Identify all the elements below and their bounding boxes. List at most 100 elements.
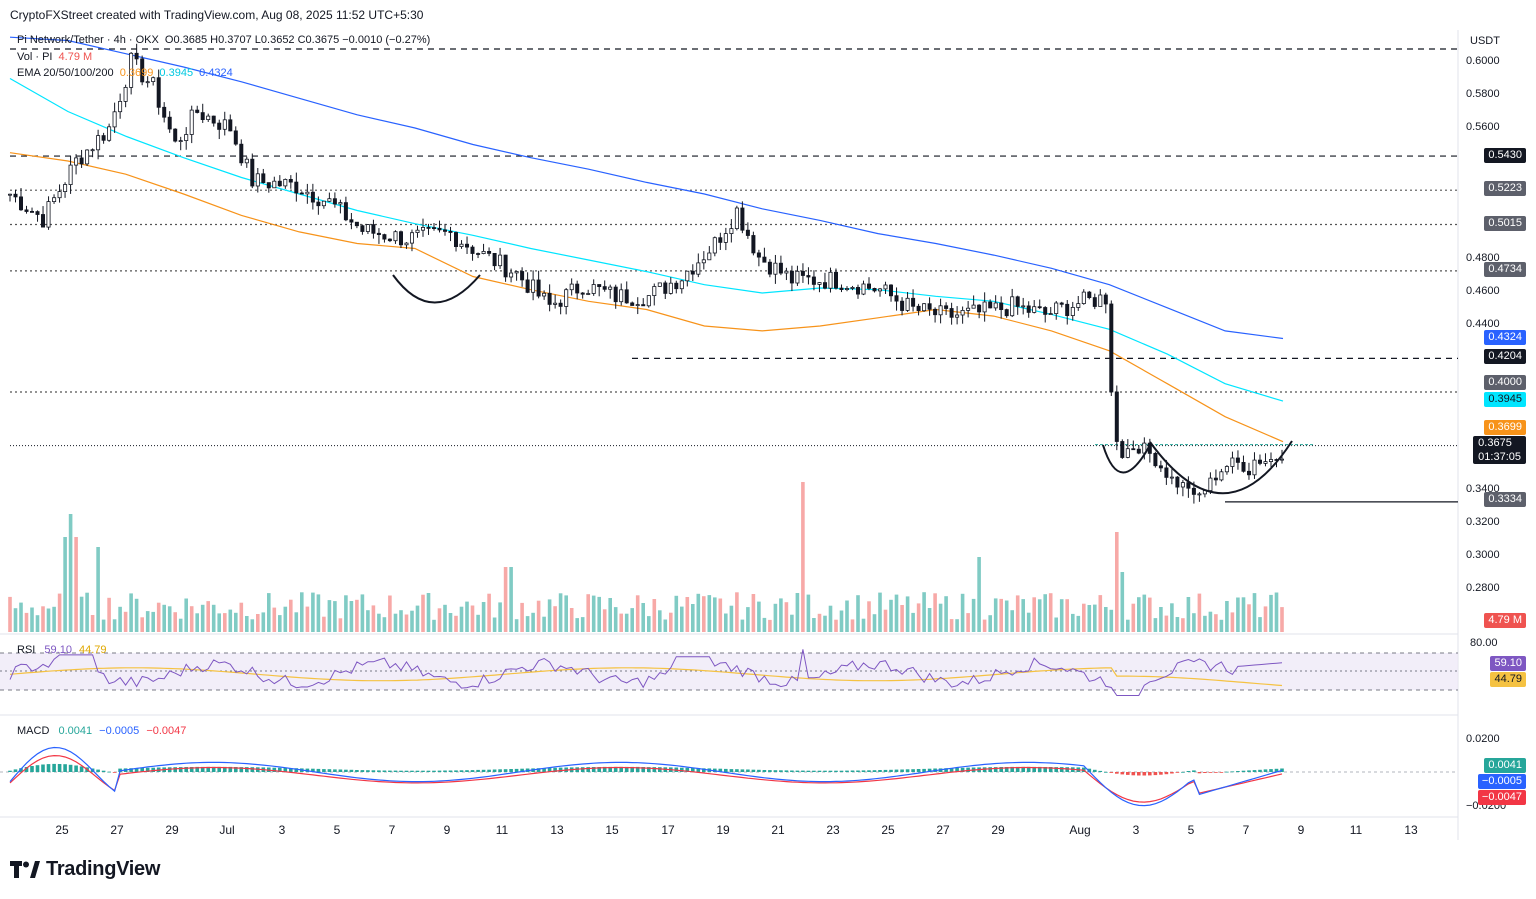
macd-histogram-bar — [35, 765, 40, 772]
macd-histogram-bar — [415, 770, 420, 772]
volume-bar — [1109, 609, 1114, 632]
volume-bar — [74, 537, 78, 632]
candle-body — [1032, 306, 1037, 313]
macd-histogram-bar — [790, 770, 794, 772]
signal-value: −0.0005 — [99, 725, 140, 737]
volume-bar — [316, 594, 321, 632]
macd-histogram-bar — [867, 770, 871, 772]
macd-histogram-bar — [1241, 770, 1246, 772]
volume-bar — [762, 617, 767, 632]
candle-body — [1241, 461, 1246, 472]
volume-bar — [1026, 612, 1031, 632]
volume-bar — [498, 602, 502, 632]
macd-label[interactable]: MACD — [17, 725, 50, 737]
time-tick: 3 — [278, 823, 286, 837]
candle-body — [1070, 306, 1075, 316]
macd-histogram-bar — [278, 767, 282, 772]
currency-label[interactable]: USDT — [1470, 35, 1500, 47]
candle-body — [123, 87, 128, 102]
volume-bar — [1148, 597, 1152, 632]
volume-bar — [162, 604, 166, 632]
symbol-name[interactable]: Pi Network/Tether · 4h · OKX — [17, 34, 159, 46]
candle-body — [751, 235, 756, 254]
candle-body — [35, 211, 40, 215]
level-tag-0.3334: 0.3334 — [1484, 492, 1526, 507]
macd-histogram-bar — [751, 769, 756, 772]
macd-histogram-bar — [371, 770, 376, 772]
macd-histogram-bar — [1048, 767, 1053, 772]
macd-histogram-bar — [944, 768, 948, 772]
candle-body — [580, 292, 585, 295]
macd-histogram-bar — [63, 764, 67, 772]
candle-body — [167, 116, 172, 130]
volume-bar — [1054, 617, 1058, 632]
macd-histogram-bar — [1230, 771, 1235, 773]
macd-histogram-bar — [46, 764, 51, 772]
volume-bar — [801, 482, 805, 632]
macd-histogram-bar — [184, 767, 188, 772]
candle-body — [1004, 309, 1009, 317]
candle-body — [547, 292, 552, 305]
volume-label[interactable]: Vol · PI — [17, 51, 53, 63]
candle-body — [343, 202, 348, 221]
volume-bar — [586, 594, 590, 632]
volume-bar — [927, 608, 932, 632]
tradingview-logo[interactable]: TradingView — [10, 858, 160, 881]
volume-bar — [327, 600, 332, 632]
macd-histogram-bar — [1164, 772, 1169, 775]
rsi-legend: RSI 59.10 44.79 — [17, 644, 107, 656]
macd-histogram-bar — [773, 770, 778, 772]
volume-bar — [850, 619, 855, 632]
candle-body — [613, 286, 618, 303]
time-tick: 13 — [1404, 823, 1418, 837]
volume-bar — [294, 612, 299, 632]
candle-body — [393, 231, 398, 242]
macd-histogram-bar — [1131, 772, 1136, 776]
volume-bar — [597, 596, 601, 632]
volume-bar — [1043, 594, 1047, 632]
candle-body — [993, 302, 998, 309]
candle-body — [531, 279, 536, 293]
macd-histogram-bar — [856, 770, 860, 772]
macd-histogram-bar — [101, 770, 106, 772]
ema-label[interactable]: EMA 20/50/100/200 — [17, 67, 114, 79]
macd-histogram-bar — [509, 769, 513, 772]
candle-body — [404, 242, 409, 246]
macd-histogram-bar — [1236, 771, 1240, 772]
candle-body — [338, 202, 343, 205]
candle-body — [1269, 459, 1274, 462]
candle-body — [619, 289, 624, 303]
macd-value: 0.0041 — [58, 725, 93, 737]
volume-bar — [1076, 615, 1081, 632]
volume-bar — [267, 593, 271, 632]
volume-bar — [971, 598, 976, 632]
volume-bar — [1004, 600, 1009, 632]
volume-bar — [256, 614, 260, 632]
candle-body — [767, 261, 772, 275]
last-price: 0.3675 — [1478, 437, 1512, 449]
macd-histogram-bar — [536, 768, 541, 772]
macd-histogram-bar — [542, 768, 546, 772]
candle-body — [173, 128, 178, 142]
candle-body — [1153, 452, 1158, 467]
volume-bar — [575, 618, 579, 632]
macd-histogram-bar — [388, 770, 392, 772]
volume-bar — [487, 593, 491, 632]
macd-histogram-bar — [883, 769, 888, 772]
macd-histogram-bar — [652, 767, 657, 772]
volume-bar — [366, 610, 370, 632]
candle-body — [1164, 467, 1169, 478]
candle-body — [685, 270, 690, 282]
macd-histogram-bar — [1021, 766, 1025, 772]
macd-histogram-bar — [134, 768, 139, 772]
candle-body — [988, 301, 993, 309]
candle-body — [387, 238, 392, 242]
macd-histogram-bar — [779, 770, 783, 772]
candle-body — [316, 201, 321, 207]
ema-line-2 — [9, 36, 1284, 340]
macd-histogram-bar — [696, 768, 701, 772]
volume-bar — [52, 606, 56, 632]
volume-bar — [234, 612, 238, 632]
rsi-label[interactable]: RSI — [17, 644, 36, 656]
volume-bar — [13, 608, 18, 632]
